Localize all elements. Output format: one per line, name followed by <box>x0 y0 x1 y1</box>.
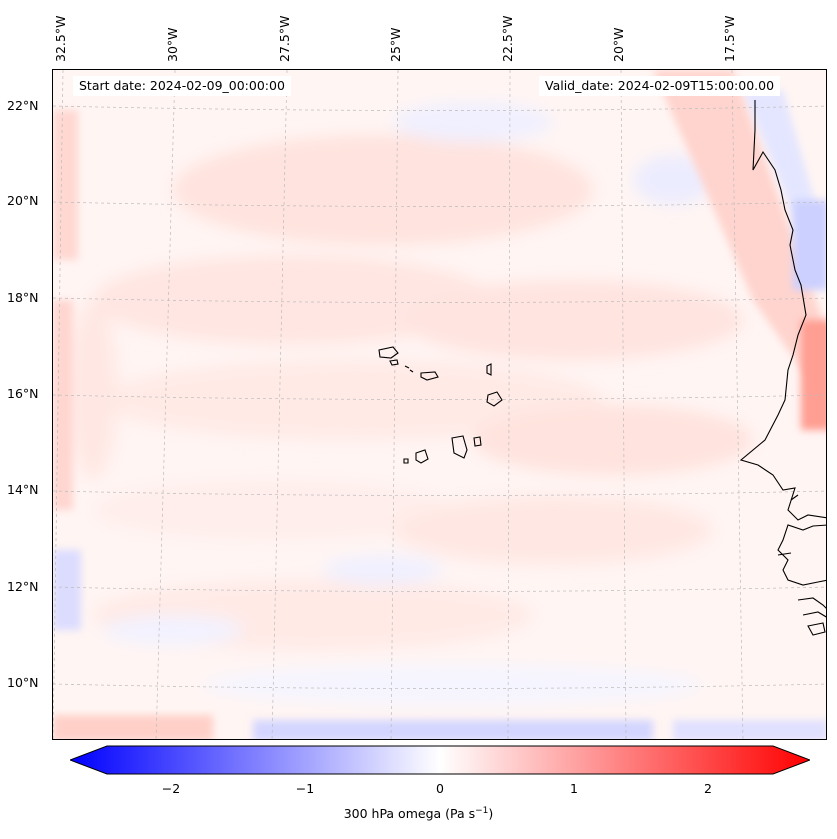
map-panel <box>52 69 827 740</box>
lon-label-17-5w: 17.5°W <box>722 15 737 62</box>
lat-label-18n: 18°N <box>7 290 39 305</box>
bottom-edge-artifacts <box>53 715 826 739</box>
lon-label-22-5w: 22.5°W <box>500 15 515 62</box>
colorbar-tick-2: 2 <box>704 781 712 796</box>
omega-field-patches <box>68 102 753 705</box>
valid-date-label: Valid_date: 2024-02-09T15:00:00.00 <box>539 76 781 96</box>
lat-label-22n: 22°N <box>7 98 39 113</box>
cape-verde-islands <box>378 346 503 464</box>
left-edge-artifacts <box>53 110 81 630</box>
strong-positive-edge <box>793 200 826 430</box>
lat-label-10n: 10°N <box>7 675 39 690</box>
lon-label-25w: 25°W <box>388 27 403 62</box>
lat-label-14n: 14°N <box>7 482 39 497</box>
colorbar-label: 300 hPa omega (Pa s−1) <box>0 806 837 821</box>
colorbar-label-exponent: −1 <box>475 806 489 816</box>
omega-field-map <box>53 70 826 739</box>
colorbar-gradient <box>68 745 812 775</box>
africa-coastline <box>739 100 826 636</box>
lat-label-16n: 16°N <box>7 386 39 401</box>
lon-label-27-5w: 27.5°W <box>277 15 292 62</box>
colorbar-label-close: ) <box>488 806 494 822</box>
lat-label-12n: 12°N <box>7 579 39 594</box>
lon-label-32-5w: 32.5°W <box>53 15 68 62</box>
start-date-label: Start date: 2024-02-09_00:00:00 <box>73 76 291 96</box>
lon-label-30w: 30°W <box>165 27 180 62</box>
graticule <box>53 70 826 739</box>
colorbar-tick-neg1: −1 <box>295 781 315 796</box>
lat-label-20n: 20°N <box>7 193 39 208</box>
colorbar <box>68 745 812 775</box>
lon-label-20w: 20°W <box>611 27 626 62</box>
colorbar-tick-1: 1 <box>570 781 578 796</box>
colorbar-tick-0: 0 <box>436 781 444 796</box>
colorbar-tick-neg2: −2 <box>161 781 181 796</box>
colorbar-label-main: 300 hPa omega (Pa s <box>343 806 476 822</box>
